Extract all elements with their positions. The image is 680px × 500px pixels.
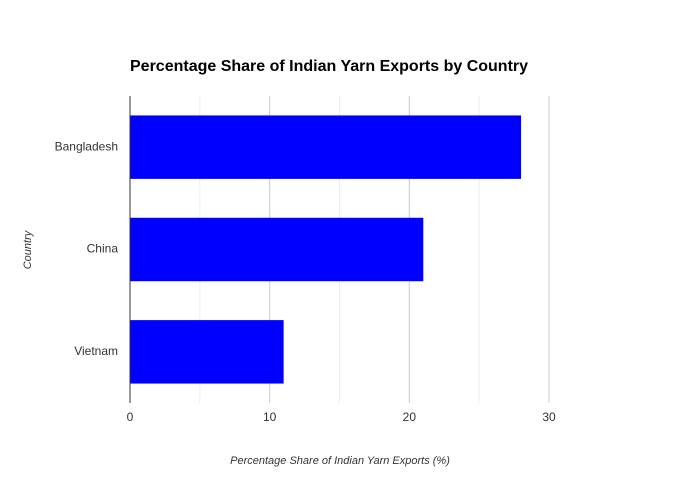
bar <box>130 115 522 179</box>
x-tick-label: 0 <box>127 410 134 424</box>
x-tick-label: 20 <box>403 410 417 424</box>
x-tick-label: 10 <box>263 410 277 424</box>
y-tick-label: Bangladesh <box>55 139 118 153</box>
bar <box>130 217 424 282</box>
x-axis-title: Percentage Share of Indian Yarn Exports … <box>230 455 450 467</box>
y-tick-label: China <box>87 242 119 256</box>
y-axis-title: Country <box>22 229 34 269</box>
x-tick-label: 30 <box>542 410 556 424</box>
y-tick-label: Vietnam <box>74 344 118 358</box>
chart-title: Percentage Share of Indian Yarn Exports … <box>130 58 528 75</box>
bar <box>130 320 284 384</box>
